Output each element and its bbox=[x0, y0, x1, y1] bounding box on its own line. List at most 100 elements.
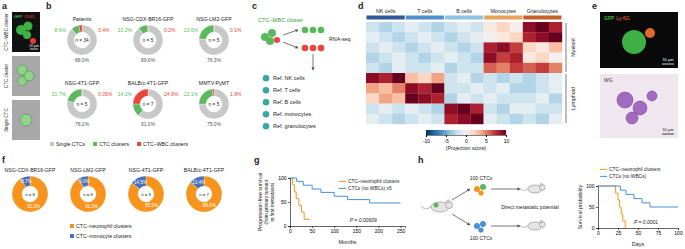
mouse bbox=[520, 183, 545, 193]
cell bbox=[484, 104, 497, 114]
cell bbox=[510, 53, 523, 63]
slice bbox=[128, 176, 164, 212]
group-bar bbox=[367, 16, 405, 20]
x-axis-line bbox=[291, 227, 406, 229]
data-label: 23.6% bbox=[184, 27, 199, 33]
tick: 25 bbox=[616, 228, 622, 236]
cell bbox=[379, 42, 392, 52]
slice bbox=[79, 25, 82, 32]
y-tick bbox=[596, 207, 598, 208]
tick: 0 bbox=[592, 225, 598, 231]
cell bbox=[510, 114, 523, 124]
cell bbox=[617, 92, 633, 108]
cell bbox=[366, 83, 379, 93]
cell bbox=[379, 104, 392, 114]
cell bbox=[484, 32, 497, 42]
pie-title: NSG-LM2-GFP bbox=[196, 16, 232, 22]
method-label: RNA-seq bbox=[329, 36, 351, 42]
cell bbox=[366, 93, 379, 103]
legend-entry: CTC–neutrophil clusters bbox=[609, 167, 661, 172]
cell bbox=[497, 93, 510, 103]
cell bbox=[471, 63, 484, 73]
y-tick-label: 50 bbox=[281, 199, 287, 205]
arrow bbox=[452, 214, 470, 225]
n-label: n = 7 bbox=[143, 102, 154, 107]
slice bbox=[199, 89, 229, 119]
cell bbox=[431, 73, 444, 83]
slice bbox=[186, 176, 222, 212]
x-tick-label: 200 bbox=[375, 228, 384, 234]
n-label: n = 8 bbox=[25, 192, 35, 197]
cell bbox=[266, 37, 274, 45]
data-label: 88.0% bbox=[75, 57, 90, 63]
legend-entry: CTCs (no WBCs) bbox=[609, 174, 646, 179]
cell bbox=[497, 42, 510, 52]
mouse bbox=[421, 200, 453, 212]
cell bbox=[431, 32, 444, 42]
cell bbox=[405, 104, 418, 114]
row-label: CTC cluster bbox=[4, 63, 9, 88]
plot-area bbox=[290, 178, 401, 219]
y-tick-label: 0 bbox=[284, 223, 287, 229]
cell bbox=[405, 22, 418, 32]
tick: 200 bbox=[375, 226, 384, 234]
data-label: 85.5% bbox=[145, 203, 158, 208]
y-axis-line bbox=[596, 187, 599, 229]
x-tick-label: 100 bbox=[674, 230, 683, 236]
cell bbox=[484, 93, 497, 103]
cell bbox=[457, 73, 470, 83]
cell bbox=[549, 53, 562, 63]
group-bar bbox=[484, 16, 522, 20]
tick-label: -5 bbox=[444, 138, 449, 144]
cell bbox=[366, 104, 379, 114]
pie-title: NSG-LM2-GFP bbox=[70, 167, 106, 173]
cell bbox=[523, 83, 536, 93]
data-label: 89.6% bbox=[141, 57, 156, 63]
tick-label: 5 bbox=[485, 138, 488, 144]
column-group: Granulocytes bbox=[527, 8, 559, 14]
data-label: 14.5% bbox=[134, 180, 147, 185]
cell bbox=[263, 99, 270, 106]
group-bar bbox=[523, 16, 561, 20]
cell bbox=[405, 32, 418, 42]
cell bbox=[510, 83, 523, 93]
cell bbox=[497, 22, 510, 32]
data-label: 23.1% bbox=[184, 91, 199, 97]
readout-label: Direct metastatic potential bbox=[501, 204, 559, 210]
cell bbox=[392, 42, 405, 52]
cell bbox=[366, 42, 379, 52]
data-label: 76.3% bbox=[207, 57, 222, 63]
cell bbox=[379, 73, 392, 83]
cell bbox=[497, 104, 510, 114]
cell bbox=[431, 42, 444, 52]
cell bbox=[484, 63, 497, 73]
scale-label: 10 μm bbox=[29, 44, 39, 48]
cell bbox=[431, 63, 444, 73]
scale-label: 10 μm bbox=[662, 127, 674, 132]
cell bbox=[471, 114, 484, 124]
x-tick-label: 0 bbox=[597, 230, 600, 236]
cell bbox=[497, 114, 510, 124]
survival-curve bbox=[290, 178, 401, 203]
cell bbox=[497, 32, 510, 42]
y-axis-title: Progression-free survival bbox=[257, 173, 263, 232]
tick: 100 bbox=[674, 228, 683, 236]
cell bbox=[497, 73, 510, 83]
tick: -10 bbox=[423, 135, 430, 144]
cell bbox=[523, 114, 536, 124]
x-tick-label: 75 bbox=[656, 230, 662, 236]
cell bbox=[484, 42, 497, 52]
legend-entry: CTC clusters bbox=[99, 141, 129, 147]
cell bbox=[392, 63, 405, 73]
data-label: 1.9% bbox=[230, 91, 242, 97]
cell bbox=[366, 22, 379, 32]
cell bbox=[457, 93, 470, 103]
legend-swatch bbox=[93, 142, 97, 146]
scale-bar bbox=[30, 49, 38, 50]
cell bbox=[484, 114, 497, 124]
p-value: P = 0.0001 bbox=[634, 219, 658, 225]
x-axis: 0255075100 bbox=[597, 228, 683, 236]
legend-entry: Single CTCs bbox=[56, 141, 86, 147]
cell bbox=[497, 53, 510, 63]
cell bbox=[23, 31, 31, 39]
